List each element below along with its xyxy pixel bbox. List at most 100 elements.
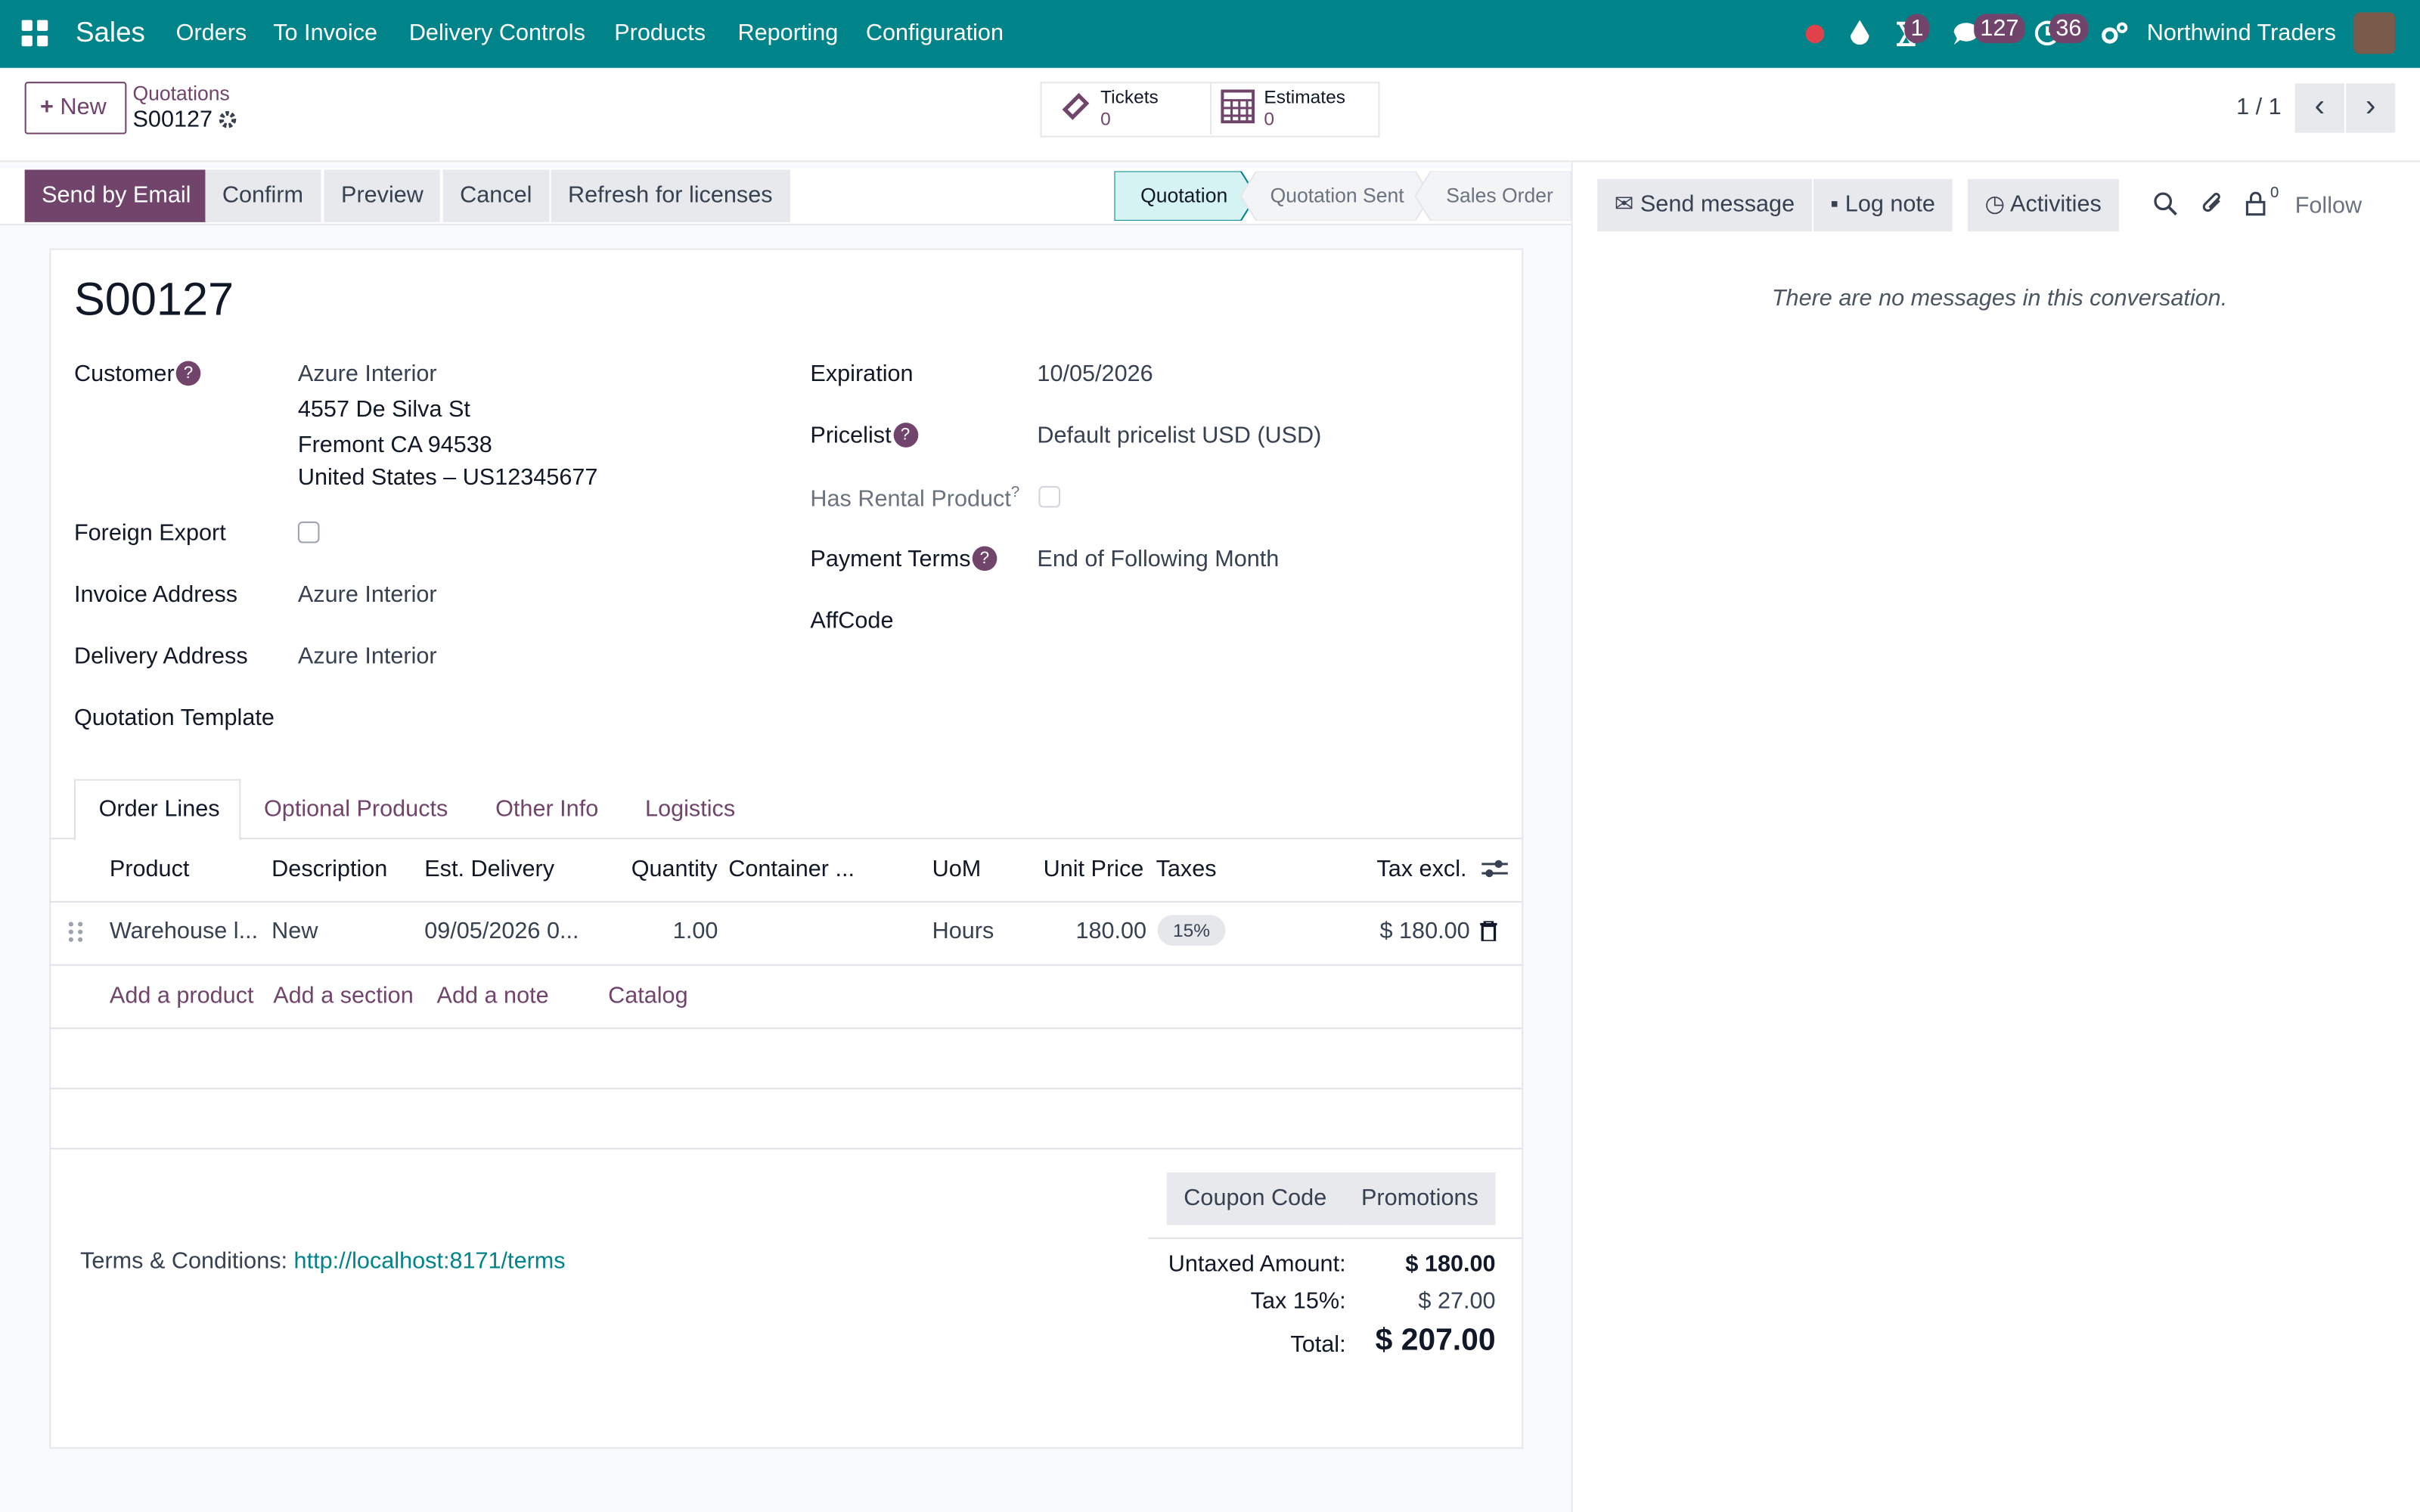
column-settings-icon[interactable] [1481, 858, 1508, 880]
breadcrumb[interactable]: Quotations [132, 82, 230, 105]
promotions-button[interactable]: Promotions [1344, 1173, 1496, 1225]
smart-label[interactable]: Tickets [1100, 86, 1159, 108]
tab[interactable]: Order Lines [98, 796, 220, 823]
cell[interactable]: 1.00 [672, 918, 718, 944]
totals-line [1148, 1237, 1522, 1239]
record-icon[interactable] [1805, 24, 1825, 44]
ticket-icon [1062, 92, 1090, 120]
help-icon[interactable]: ? [892, 423, 918, 448]
smart-label[interactable]: Estimates [1264, 86, 1345, 108]
action-button[interactable]: Confirm [205, 169, 321, 222]
smart-count: 0 [1100, 107, 1111, 130]
company-name[interactable]: Northwind Traders [2146, 20, 2336, 47]
action-button[interactable]: Preview [324, 169, 441, 222]
tab[interactable]: Logistics [645, 796, 736, 823]
cell[interactable]: New [271, 918, 318, 944]
action-button[interactable]: Cancel [442, 169, 549, 222]
label-text: Pricelist [810, 423, 892, 449]
send-message-button[interactable]: ✉ Send message [1597, 178, 1812, 232]
menu-item[interactable]: Configuration [865, 20, 1004, 47]
cell[interactable]: Warehouse l... [109, 918, 259, 944]
apps-icon[interactable] [21, 20, 50, 48]
add-link[interactable]: Add a note [436, 982, 549, 1009]
status-step[interactable]: Quotation [1140, 183, 1228, 207]
new-button[interactable]: + New [24, 82, 127, 135]
column-header[interactable]: Container ... [728, 856, 855, 883]
address-line: Fremont CA 94538 [297, 432, 492, 459]
cell[interactable]: Hours [932, 918, 994, 944]
activities-button[interactable]: ◷ Activities [1968, 178, 2119, 232]
tab[interactable]: Other Info [495, 796, 599, 823]
search-icon[interactable] [2153, 191, 2178, 216]
column-header[interactable]: Taxes [1156, 856, 1217, 883]
tab[interactable]: Optional Products [263, 796, 448, 823]
help-icon[interactable]: ? [972, 546, 997, 572]
status-step[interactable]: Quotation Sent [1270, 183, 1404, 207]
field-value[interactable]: Azure Interior [297, 643, 437, 670]
record-name: S00127 [132, 106, 213, 133]
row-line [49, 964, 1522, 966]
field-label: Invoice Address [73, 581, 238, 609]
cell[interactable]: 180.00 [1075, 918, 1147, 944]
pager-next[interactable]: › [2346, 83, 2396, 133]
log-note-button[interactable]: ▪ Log note [1813, 178, 1953, 232]
column-header[interactable]: Description [271, 856, 388, 883]
add-link[interactable]: Add a product [109, 982, 254, 1009]
add-link[interactable]: Add a section [273, 982, 414, 1009]
app-name[interactable]: Sales [75, 17, 145, 48]
action-button[interactable]: Send by Email [24, 169, 208, 222]
avatar[interactable] [2353, 12, 2396, 54]
total-value: $ 27.00 [1418, 1288, 1496, 1315]
address-line: United States – US12345677 [297, 464, 598, 491]
field-value[interactable]: Default pricelist USD (USD) [1037, 423, 1322, 449]
drag-handle[interactable] [68, 921, 83, 943]
checkbox[interactable] [297, 521, 320, 544]
status-step[interactable]: Sales Order [1446, 183, 1553, 207]
button-text: Log note [1844, 191, 1935, 218]
attachment-icon[interactable] [2201, 190, 2226, 218]
field-label: Pricelist? [810, 423, 918, 449]
menu-item[interactable]: To Invoice [273, 20, 378, 47]
menu-item[interactable]: Delivery Controls [408, 20, 585, 47]
divider [1209, 82, 1212, 135]
chat-icon[interactable] [1953, 22, 1981, 47]
pager-prev[interactable]: ‹ [2294, 83, 2344, 133]
help-icon[interactable]: ? [175, 361, 201, 386]
menu-item[interactable]: Reporting [737, 20, 839, 47]
cell[interactable]: 09/05/2026 0... [424, 918, 579, 944]
help-icon[interactable]: ? [1010, 484, 1020, 502]
tab-line [49, 838, 1522, 840]
settings-icon[interactable] [2101, 22, 2129, 47]
active-tab [73, 779, 241, 841]
follow-button[interactable]: Follow [2294, 193, 2363, 219]
gear-icon[interactable] [218, 110, 238, 130]
follower-icon[interactable] [2245, 191, 2266, 216]
field-value[interactable]: End of Following Month [1037, 546, 1280, 573]
menu-item[interactable]: Products [614, 20, 706, 47]
menu-item[interactable]: Orders [175, 20, 247, 47]
field-label: Delivery Address [73, 643, 248, 670]
column-header[interactable]: Product [109, 856, 190, 883]
tax-tag[interactable]: 15% [1157, 915, 1226, 947]
column-header[interactable]: Est. Delivery [424, 856, 555, 883]
row-line [49, 900, 1522, 903]
pager: 1 / 1 [2236, 94, 2282, 121]
field-label: Quotation Template [73, 705, 275, 732]
column-header[interactable]: Unit Price [1043, 856, 1144, 883]
terms-label: Terms & Conditions: http://localhost:817… [80, 1248, 565, 1275]
field-value[interactable]: Azure Interior [297, 581, 437, 609]
action-button[interactable]: Refresh for licenses [551, 169, 790, 222]
coupon-button[interactable]: Coupon Code [1166, 1173, 1344, 1225]
column-header[interactable]: Quantity [631, 856, 718, 883]
drop-icon[interactable] [1849, 20, 1871, 48]
empty-message: There are no messages in this conversati… [1771, 285, 2228, 312]
column-header[interactable]: Tax excl. [1376, 856, 1467, 883]
delete-icon[interactable] [1480, 921, 1497, 941]
field-value[interactable]: 10/05/2026 [1037, 361, 1153, 388]
terms-link[interactable]: http://localhost:8171/terms [293, 1248, 566, 1275]
add-link[interactable]: Catalog [608, 982, 688, 1009]
cell: $ 180.00 [1379, 918, 1470, 944]
field-value[interactable]: Azure Interior [297, 361, 437, 388]
checkbox[interactable] [1038, 485, 1061, 508]
column-header[interactable]: UoM [932, 856, 982, 883]
